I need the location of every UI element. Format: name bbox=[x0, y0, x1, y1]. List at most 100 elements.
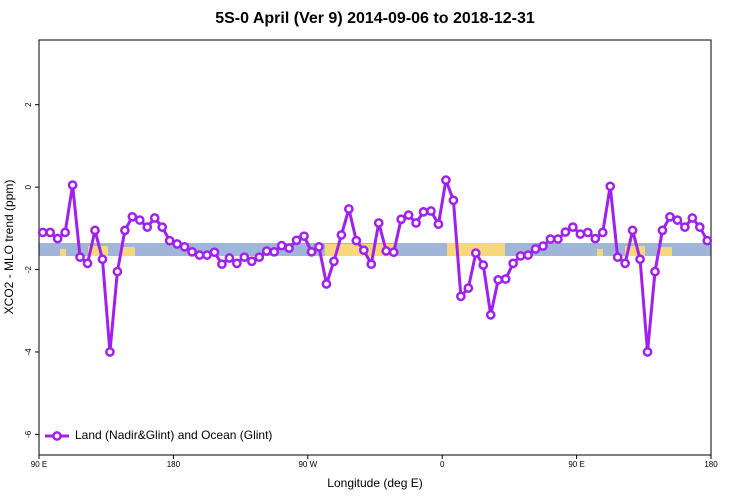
y-tick-label: 0 bbox=[24, 184, 33, 189]
data-point bbox=[508, 258, 518, 269]
data-point bbox=[538, 241, 548, 251]
land-band bbox=[657, 247, 672, 256]
x-tick-label: 90 E bbox=[568, 460, 584, 469]
data-point bbox=[582, 227, 593, 238]
data-point bbox=[239, 252, 250, 263]
chart-title: 5S-0 April (Ver 9) 2014-09-06 to 2018-12… bbox=[215, 10, 535, 27]
data-point bbox=[358, 245, 369, 256]
x-tick-label: 180 bbox=[167, 460, 181, 469]
data-point bbox=[456, 291, 466, 302]
data-point bbox=[403, 210, 414, 220]
data-point bbox=[105, 347, 115, 357]
data-point bbox=[665, 211, 675, 222]
data-point bbox=[157, 222, 168, 232]
data-point bbox=[493, 275, 504, 285]
data-point bbox=[82, 258, 93, 269]
data-point bbox=[650, 266, 660, 277]
data-point bbox=[500, 274, 511, 284]
data-point bbox=[67, 180, 78, 190]
data-point bbox=[381, 246, 392, 256]
land-band bbox=[625, 246, 645, 256]
data-point bbox=[657, 225, 668, 236]
data-point bbox=[530, 244, 541, 254]
data-point bbox=[112, 266, 123, 277]
data-point bbox=[426, 206, 436, 216]
data-point bbox=[127, 211, 138, 222]
data-point bbox=[299, 231, 309, 242]
data-point bbox=[202, 250, 212, 260]
data-point bbox=[672, 215, 683, 225]
y-tick-label: -6 bbox=[24, 430, 33, 438]
data-point bbox=[291, 235, 302, 246]
data-point bbox=[37, 227, 48, 238]
data-point bbox=[388, 247, 399, 258]
data-point bbox=[642, 347, 653, 357]
x-tick-label: 180 bbox=[704, 460, 718, 469]
data-point bbox=[470, 248, 481, 258]
data-point bbox=[329, 256, 339, 267]
y-tick-label: -4 bbox=[24, 348, 33, 356]
x-tick-label: 0 bbox=[440, 460, 445, 469]
data-point bbox=[45, 227, 56, 238]
legend-marker bbox=[52, 431, 62, 441]
data-point bbox=[164, 235, 175, 246]
land-band bbox=[60, 249, 66, 256]
data-point bbox=[523, 250, 533, 260]
data-point bbox=[366, 259, 377, 270]
data-point bbox=[515, 251, 526, 261]
y-tick-label: 2 bbox=[24, 102, 33, 107]
data-point bbox=[411, 218, 421, 228]
data-point bbox=[149, 213, 160, 223]
data-point bbox=[597, 227, 608, 238]
data-point bbox=[448, 195, 459, 206]
data-point bbox=[276, 240, 287, 251]
data-point bbox=[142, 222, 153, 232]
data-point bbox=[568, 222, 578, 232]
data-point bbox=[314, 242, 324, 252]
data-point bbox=[396, 214, 406, 225]
data-point bbox=[187, 246, 197, 257]
data-point bbox=[224, 253, 235, 263]
data-point bbox=[478, 260, 489, 270]
data-point bbox=[306, 246, 317, 257]
data-point bbox=[418, 207, 429, 217]
data-point bbox=[441, 175, 451, 185]
data-point bbox=[344, 204, 354, 214]
data-point bbox=[134, 215, 145, 225]
data-point bbox=[620, 258, 630, 269]
data-point bbox=[261, 246, 272, 256]
data-point bbox=[560, 227, 571, 237]
data-point bbox=[179, 242, 190, 252]
data-point bbox=[694, 222, 705, 232]
data-point bbox=[336, 230, 347, 240]
data-point bbox=[217, 259, 227, 270]
data-point bbox=[553, 234, 563, 244]
data-point bbox=[194, 250, 205, 260]
data-point bbox=[373, 218, 384, 228]
x-axis-label: Longitude (deg E) bbox=[327, 476, 422, 490]
data-point bbox=[232, 258, 242, 269]
data-point bbox=[75, 252, 85, 263]
data-point bbox=[612, 252, 623, 263]
data-point bbox=[463, 283, 474, 293]
data-point bbox=[209, 247, 220, 258]
data-point bbox=[433, 219, 444, 230]
legend-label: Land (Nadir&Glint) and Ocean (Glint) bbox=[75, 428, 272, 442]
data-point bbox=[485, 310, 496, 320]
data-point bbox=[284, 243, 294, 253]
land-band bbox=[88, 246, 108, 256]
data-point bbox=[254, 252, 265, 263]
plot-frame bbox=[38, 39, 712, 456]
land-band bbox=[120, 247, 135, 256]
y-tick-label: -2 bbox=[24, 265, 33, 273]
data-point bbox=[687, 213, 698, 223]
x-tick-label: 90 E bbox=[31, 460, 47, 469]
data-point bbox=[545, 234, 556, 244]
data-point bbox=[351, 235, 362, 246]
data-point bbox=[269, 246, 280, 257]
data-point bbox=[90, 225, 100, 236]
data-point bbox=[321, 279, 332, 289]
data-point bbox=[60, 227, 70, 238]
data-point bbox=[680, 222, 690, 232]
